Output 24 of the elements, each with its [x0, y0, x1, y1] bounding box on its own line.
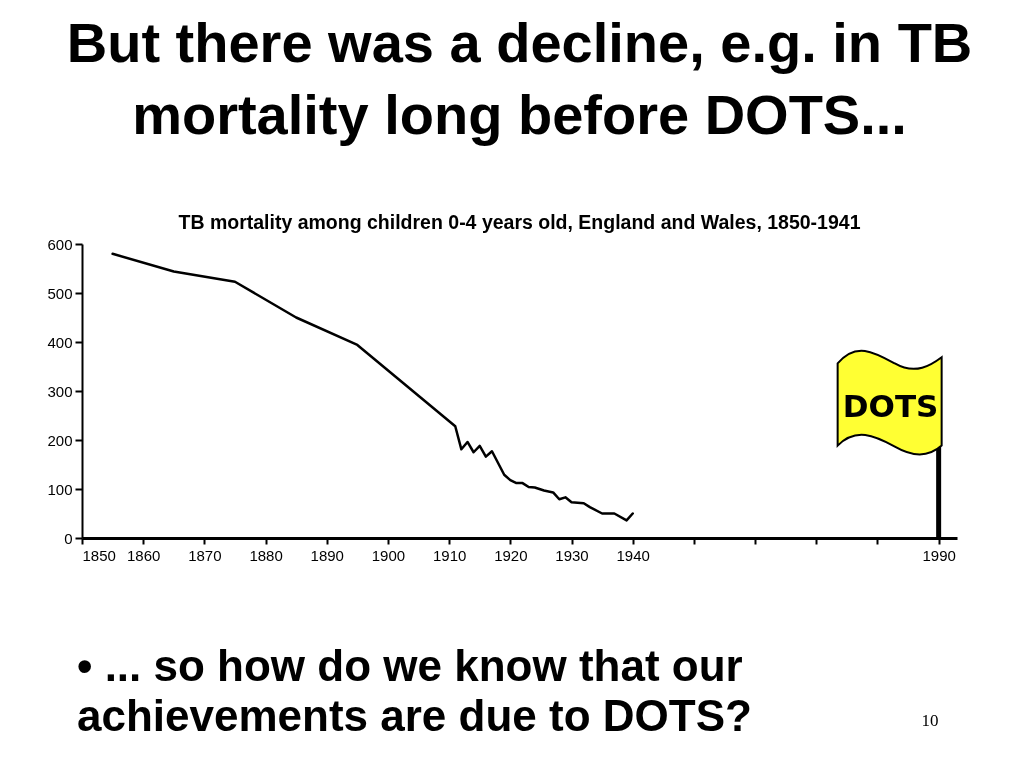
- x-tick-label: 1930: [555, 546, 589, 564]
- x-tick-label: 1880: [249, 546, 283, 564]
- text: • ... so how do we know that our achievements are due to DOTS?: [77, 641, 752, 740]
- y-tick-label: 600: [47, 235, 73, 253]
- x-tick-label: 1850: [82, 546, 116, 564]
- y-tick-label: 500: [47, 284, 73, 302]
- y-tick-label: 0: [64, 529, 73, 547]
- y-tick-label: 100: [47, 480, 73, 498]
- x-tick-label: 1910: [432, 546, 467, 564]
- x-tick-label: 1990: [922, 546, 956, 564]
- x-tick-label: 1860: [127, 546, 161, 564]
- y-tick-label: 300: [47, 382, 73, 400]
- y-tick-label: 200: [47, 431, 73, 449]
- x-tick-label: 1890: [310, 546, 344, 564]
- x-tick-label: 1940: [616, 546, 650, 564]
- x-tick-label: 1870: [188, 546, 222, 564]
- chart-title: But there was a decline, e.g. in TB mortality long before DOTS...: [66, 10, 973, 146]
- text: 10: [921, 711, 939, 730]
- line-series: [111, 252, 634, 522]
- y-tick-label: 400: [47, 333, 73, 351]
- chart-subtitle: TB mortality among children 0-4 years old, England and Wales, 1850-1941: [178, 210, 861, 233]
- x-tick-label: 1900: [371, 546, 406, 564]
- ref-line-label: DOTS: [842, 388, 939, 424]
- x-tick-label: 1920: [494, 546, 528, 564]
